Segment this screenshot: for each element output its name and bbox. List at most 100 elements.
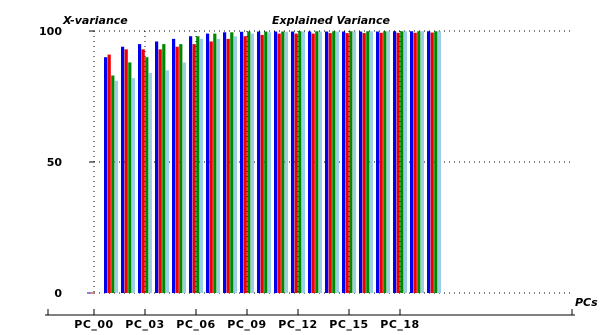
bar [294,33,298,294]
bar [90,292,94,294]
bar [148,72,152,293]
bar [349,31,353,294]
y-axis-label: X-variance [62,14,128,27]
bar [223,32,227,294]
bar [206,33,210,294]
bar [366,31,370,294]
bar [345,33,349,293]
bar [172,38,176,293]
bar [274,31,278,294]
bar [301,31,305,294]
x-tick-label: PC_15 [329,318,368,331]
x-tick-label: PC_12 [278,318,317,331]
bar [437,31,441,294]
bar [111,75,115,293]
bar [240,31,244,293]
bar [359,31,363,294]
bar [298,31,302,294]
bar [230,32,234,294]
bar [145,57,149,294]
bar [267,32,271,294]
bar [199,38,203,293]
bar [233,36,237,294]
bar [264,31,268,294]
bar [175,46,179,293]
bar [281,31,285,294]
bar [107,54,111,293]
bar [162,44,166,293]
bar [291,31,295,294]
bar [311,33,315,294]
bar [121,46,125,293]
bar [189,36,193,294]
bar [352,31,356,294]
bar [138,44,142,293]
bar [318,31,322,294]
bar [243,36,247,294]
bar [131,78,135,293]
bar [179,44,183,293]
bar [325,31,329,294]
bar [328,33,332,293]
bar [308,31,312,294]
bar [379,32,383,294]
bar [383,31,387,294]
x-tick-label: PC_00 [74,318,113,331]
bar [257,31,261,294]
y-tick-label: 100 [39,25,62,38]
bar [158,49,162,294]
bar [213,33,217,294]
bar [376,31,380,294]
bar [413,32,417,294]
bar [386,31,390,294]
bar [128,62,132,293]
bar [400,31,404,294]
bar [192,44,196,293]
bar [226,38,230,293]
axes [45,30,575,316]
bar [284,31,288,293]
bar [430,32,434,294]
x-tick-label: PC_03 [125,318,164,331]
bar [196,36,200,294]
bar [369,31,373,294]
bars [87,31,441,294]
bar [396,32,400,294]
bar [124,49,128,294]
bar [247,31,251,294]
x-tick-label: PC_09 [227,318,266,331]
chart-title: Explained Variance [272,14,390,27]
bar [315,31,319,294]
bar [393,31,397,294]
x-axis-label: PCs [575,296,598,309]
bar [216,38,220,293]
bar [362,33,366,293]
bar [182,62,186,293]
y-tick-label: 50 [47,156,63,169]
bar [141,49,145,294]
bar [155,41,159,294]
bar [403,31,407,294]
x-tick-label: PC_06 [176,318,215,331]
bar [104,57,108,294]
bar [342,31,346,294]
bar [209,41,213,294]
x-tick-label: PC_18 [380,318,419,331]
bar [260,34,264,294]
bar [420,31,424,294]
bar [427,31,431,294]
bar [332,31,336,294]
bar [165,70,169,293]
bar [114,80,118,293]
bar [434,31,438,294]
bar [250,33,254,294]
bar [410,31,414,294]
y-tick-label: 0 [54,287,62,300]
bar [277,33,281,294]
bar [417,31,421,294]
bar [87,292,91,294]
tick-labels: 0 50 100 PC_00 PC_03 PC_06 PC_09 PC_12 PC_15 PC_1… [39,25,419,331]
bar [335,31,339,294]
